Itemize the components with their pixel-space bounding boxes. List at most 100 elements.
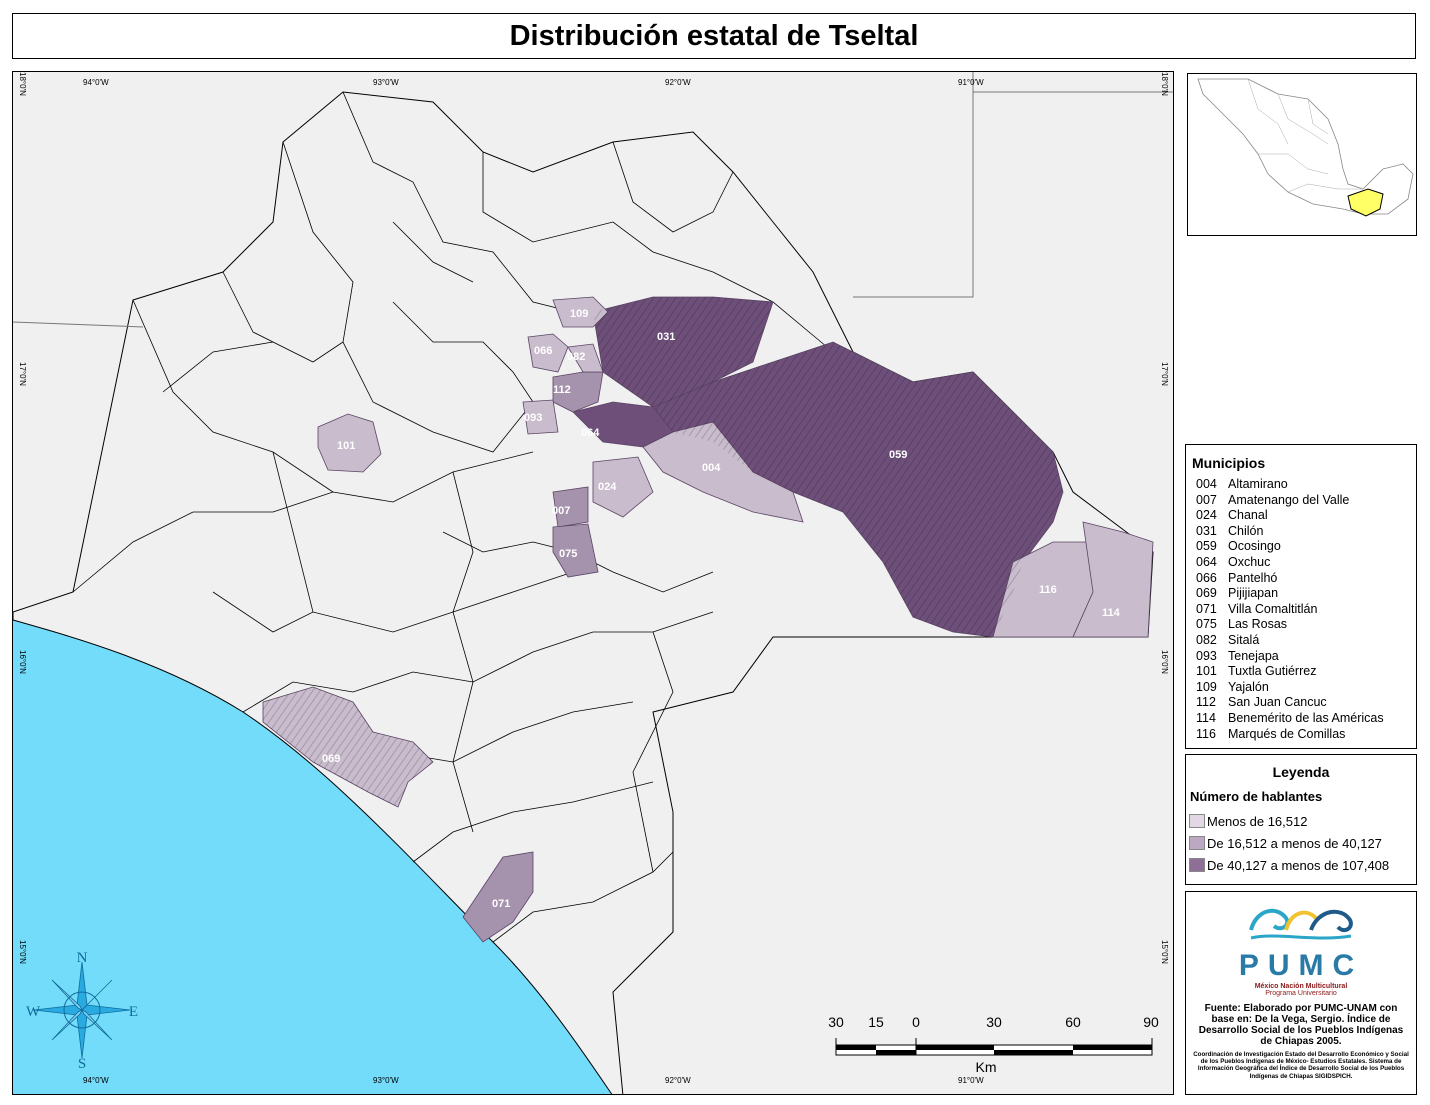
map-label-114: 114 bbox=[1102, 607, 1121, 619]
legend-row: De 16,512 a menos de 40,127 bbox=[1189, 832, 1416, 854]
coord-right-18: 18°0'N bbox=[1160, 72, 1169, 96]
scale-tick-15: 15 bbox=[868, 1014, 884, 1030]
municipio-code: 112 bbox=[1196, 695, 1216, 710]
mexico-locator-svg bbox=[1197, 78, 1414, 217]
municipios-panel: Municipios 004 Altamirano 007 Amatenango de… bbox=[1185, 444, 1417, 749]
municipio-code: 004 bbox=[1196, 477, 1217, 491]
map-label-059: 059 bbox=[889, 449, 907, 461]
mun-101-tuxtla bbox=[317, 413, 382, 473]
mun-007-amatenango bbox=[552, 486, 589, 528]
pumc-subtitle-2: Programa Universitario bbox=[1265, 990, 1337, 997]
municipio-row: 031 Chilón bbox=[1196, 524, 1416, 540]
coord-top-92: 92°0'W bbox=[665, 78, 691, 87]
map-label-116: 116 bbox=[1039, 584, 1057, 596]
pacific-ocean bbox=[13, 620, 612, 1094]
legend-row: De 40,127 a menos de 107,408 bbox=[1189, 854, 1416, 876]
municipio-row: 101 Tuxtla Gutiérrez bbox=[1196, 664, 1416, 680]
municipio-name: San Juan Cancuc bbox=[1228, 695, 1327, 710]
municipio-code: 024 bbox=[1196, 508, 1217, 523]
municipal-boundaries bbox=[72, 91, 834, 943]
municipio-code: 075 bbox=[1196, 617, 1217, 632]
source-text: Fuente: Elaborado por PUMC-UNAM con base… bbox=[1198, 1003, 1404, 1047]
credits-panel: PUMC México Nación Multicultural Program… bbox=[1185, 891, 1417, 1095]
scale-tick-30-left: 30 bbox=[828, 1014, 844, 1030]
legend-label: De 40,127 a menos de 107,408 bbox=[1207, 857, 1390, 873]
municipio-name: Sitalá bbox=[1228, 632, 1260, 647]
municipio-row: 064 Oxchuc bbox=[1196, 555, 1416, 571]
municipio-row: 059 Ocosingo bbox=[1196, 539, 1416, 555]
compass-n: N bbox=[77, 950, 88, 966]
legend-swatch bbox=[1189, 814, 1205, 828]
municipio-code: 064 bbox=[1196, 554, 1217, 569]
municipality-labels: 109 031 066 082 112 093 064 101 004 059 … bbox=[322, 308, 1121, 910]
map-label-112: 112 bbox=[553, 384, 571, 396]
municipio-name: Tuxtla Gutiérrez bbox=[1228, 664, 1317, 679]
scale-tick-60: 60 bbox=[1065, 1014, 1081, 1030]
pumc-logo-text: PUMC bbox=[1238, 949, 1364, 982]
main-map[interactable]: 109 031 066 082 112 093 064 101 004 059 … bbox=[12, 71, 1174, 1095]
coordination-note: Coordinación de Investigación Estado del… bbox=[1193, 1051, 1409, 1080]
scale-bar-graphic bbox=[835, 1038, 1153, 1056]
coord-right-16: 16°0'N bbox=[1160, 650, 1169, 674]
legend-swatch bbox=[1189, 858, 1205, 872]
municipio-code: 116 bbox=[1196, 726, 1216, 741]
legend-row: Menos de 16,512 bbox=[1189, 810, 1416, 832]
mun-024-chanal bbox=[592, 456, 654, 518]
municipio-name: Oxchuc bbox=[1228, 554, 1271, 569]
coord-bottom-94: 94°0'W bbox=[83, 1076, 109, 1085]
municipio-name: Chilón bbox=[1228, 523, 1264, 538]
map-label-007: 007 bbox=[552, 505, 570, 517]
municipio-row: 112 San Juan Cancuc bbox=[1196, 695, 1416, 711]
legend-panel: Leyenda Número de hablantes Menos de 16,… bbox=[1185, 754, 1417, 885]
municipio-name: Marqués de Comillas bbox=[1228, 726, 1346, 741]
map-label-109: 109 bbox=[570, 308, 588, 320]
mun-075-lasrosas bbox=[552, 523, 599, 578]
municipio-code: 109 bbox=[1196, 679, 1217, 694]
legend-swatch bbox=[1189, 836, 1205, 850]
coord-top-94: 94°0'W bbox=[83, 78, 109, 87]
municipio-row: 116 Marqués de Comillas bbox=[1196, 727, 1416, 743]
municipio-code: 093 bbox=[1196, 648, 1217, 663]
country-borders bbox=[13, 72, 1173, 328]
municipio-row: 066 Pantelhó bbox=[1196, 571, 1416, 587]
mexico-outline bbox=[1197, 78, 1414, 215]
municipio-code: 069 bbox=[1196, 586, 1217, 601]
municipios-list: 004 Altamirano 007 Amatenango del Valle 024 C… bbox=[1186, 477, 1416, 742]
inset-map bbox=[1187, 73, 1417, 236]
coord-left-17: 17°0'N bbox=[18, 362, 27, 386]
municipio-code: 031 bbox=[1196, 523, 1217, 538]
compass-rose: N S W E bbox=[22, 950, 142, 1072]
municipio-name: Yajalón bbox=[1228, 679, 1269, 694]
municipio-name: Tenejapa bbox=[1228, 648, 1279, 663]
mun-071-comaltitlan bbox=[462, 851, 534, 943]
legend-heading: Leyenda bbox=[1272, 764, 1330, 780]
municipio-code: 082 bbox=[1196, 632, 1217, 647]
map-label-082: 082 bbox=[567, 351, 585, 363]
map-label-093: 093 bbox=[524, 412, 542, 424]
scale-unit: Km bbox=[975, 1059, 997, 1075]
municipio-code: 114 bbox=[1196, 710, 1216, 725]
compass-e: E bbox=[129, 1004, 138, 1020]
coord-top-91: 91°0'W bbox=[958, 78, 984, 87]
mun-093-tenejapa bbox=[522, 399, 559, 435]
scale-tick-0: 0 bbox=[912, 1014, 920, 1030]
municipio-code: 071 bbox=[1196, 601, 1217, 616]
map-label-066: 066 bbox=[534, 345, 552, 357]
municipio-name: Amatenango del Valle bbox=[1228, 492, 1350, 507]
map-label-031: 031 bbox=[657, 331, 675, 343]
scale-tick-90: 90 bbox=[1143, 1014, 1159, 1030]
municipio-name: Pijijiapan bbox=[1228, 586, 1279, 601]
pumc-wave-logo bbox=[1249, 908, 1353, 940]
municipio-row: 007 Amatenango del Valle bbox=[1196, 493, 1416, 509]
map-label-069: 069 bbox=[322, 753, 340, 765]
municipio-row: 114 Benemérito de las Américas bbox=[1196, 711, 1416, 727]
pumc-subtitle-1: México Nación Multicultural bbox=[1254, 983, 1348, 990]
compass-icon: N S W E bbox=[26, 950, 138, 1072]
scale-tick-30: 30 bbox=[986, 1014, 1002, 1030]
municipio-name: Altamirano bbox=[1228, 477, 1288, 491]
map-title: Distribución estatal de Tseltal bbox=[509, 19, 919, 52]
municipios-heading: Municipios bbox=[1192, 455, 1266, 471]
mun-066-pantelho bbox=[527, 333, 569, 373]
municipio-row: 082 Sitalá bbox=[1196, 633, 1416, 649]
coord-bottom-92: 92°0'W bbox=[665, 1076, 691, 1085]
